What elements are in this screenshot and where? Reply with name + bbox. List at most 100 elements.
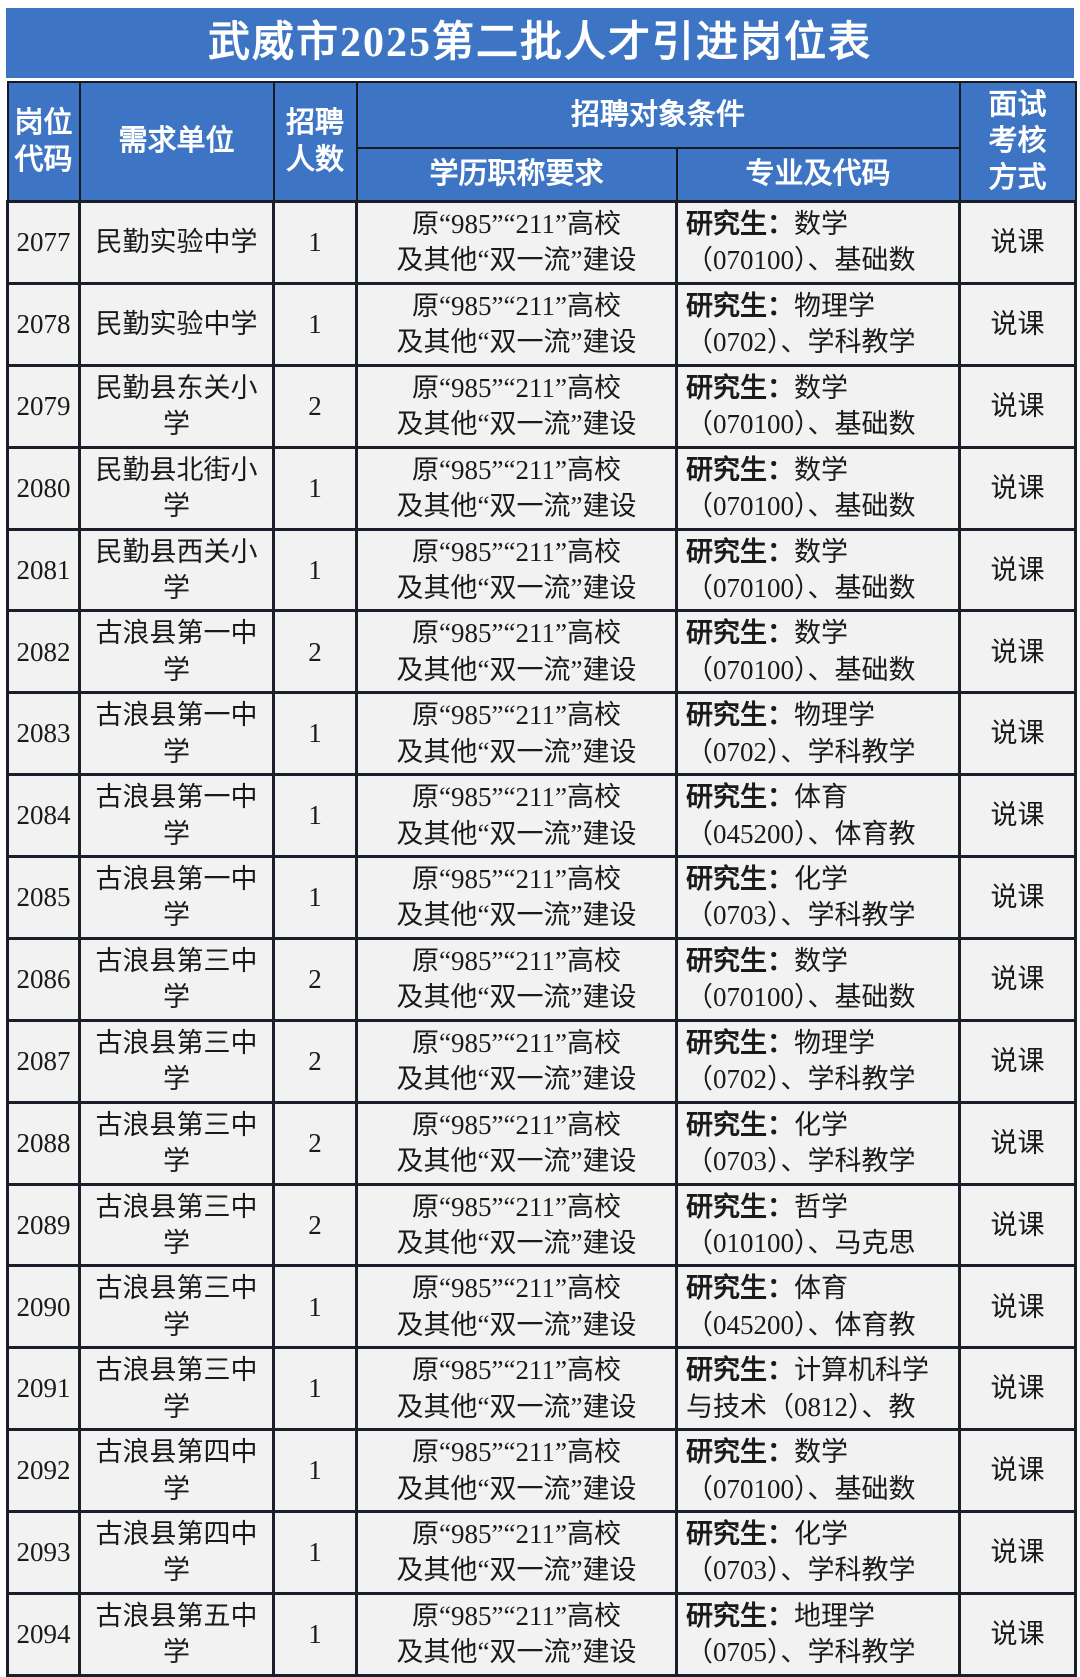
cell-major: 研究生：数学 （070100）、基础数 [674, 527, 962, 613]
major-text: 数学 （070100）、基础数 [686, 945, 916, 1013]
header-major: 专业及代码 [675, 147, 961, 203]
cell-interview: 说课 [958, 200, 1078, 285]
cell-interview: 说课 [958, 1100, 1078, 1186]
cell-post-code: 2088 [6, 1100, 81, 1186]
major-text: 数学 （070100）、基础数 [686, 1437, 916, 1504]
cell-education: 原“985”“211”高校 及其他“双一流”建设 [355, 1264, 678, 1350]
table-row: 2093 古浪县第四中学 1 原“985”“211”高校 及其他“双一流”建设 … [6, 1510, 1078, 1595]
major-prefix-label: 研究生： [686, 1191, 794, 1222]
cell-post-code: 2080 [6, 445, 81, 531]
cell-headcount: 1 [272, 1264, 358, 1350]
major-text: 化学 （0703）、学科教学 [686, 864, 916, 931]
cell-interview: 说课 [958, 1591, 1078, 1677]
major-text: 物理学 （0702）、学科教学 [686, 1027, 916, 1095]
cell-education: 原“985”“211”高校 及其他“双一流”建设 [355, 1510, 678, 1595]
table-header: 岗位 代码 需求单位 招聘 人数 招聘对象条件 面试 考核 方式 学历职称要求 … [6, 81, 1077, 203]
major-text: 数学 （070100）、基础数 [686, 618, 916, 685]
major-prefix-label: 研究生： [686, 618, 794, 649]
major-text: 化学 （0703）、学科教学 [686, 1109, 916, 1177]
cell-post-code: 2093 [6, 1510, 81, 1595]
cell-major: 研究生：数学 （070100）、基础数 [674, 1428, 962, 1513]
major-prefix-label: 研究生： [686, 1109, 794, 1140]
cell-unit: 古浪县第五中学 [78, 1591, 275, 1677]
major-prefix-label: 研究生： [686, 700, 794, 731]
cell-unit: 民勤县东关小学 [78, 363, 275, 449]
header-target-conditions: 招聘对象条件 [355, 81, 961, 149]
table-row: 2080 民勤县北街小学 1 原“985”“211”高校 及其他“双一流”建设 … [6, 445, 1078, 531]
cell-headcount: 2 [272, 1018, 358, 1104]
cell-interview: 说课 [958, 363, 1078, 449]
table-row: 2081 民勤县西关小学 1 原“985”“211”高校 及其他“双一流”建设 … [6, 527, 1078, 613]
cell-major: 研究生：体育 （045200）、体育教 [674, 1264, 962, 1350]
cell-education: 原“985”“211”高校 及其他“双一流”建设 [355, 1100, 678, 1186]
cell-interview: 说课 [958, 1264, 1078, 1350]
cell-post-code: 2082 [6, 609, 81, 695]
cell-major: 研究生：计算机科学 与技术（0812）、教 [674, 1346, 962, 1432]
cell-major: 研究生：数学 （070100）、基础数 [674, 445, 962, 531]
header-row-top: 岗位 代码 需求单位 招聘 人数 招聘对象条件 面试 考核 方式 [6, 81, 1077, 203]
table-row: 2090 古浪县第三中学 1 原“985”“211”高校 及其他“双一流”建设 … [6, 1264, 1078, 1350]
table-row: 2086 古浪县第三中学 2 原“985”“211”高校 及其他“双一流”建设 … [6, 936, 1078, 1022]
major-text: 哲学 （010100）、马克思 [686, 1191, 916, 1258]
cell-interview: 说课 [958, 855, 1078, 940]
cell-education: 原“985”“211”高校 及其他“双一流”建设 [355, 691, 678, 777]
cell-unit: 古浪县第一中学 [78, 691, 275, 777]
cell-post-code: 2084 [6, 773, 81, 858]
cell-major: 研究生：哲学 （010100）、马克思 [674, 1182, 962, 1268]
cell-education: 原“985”“211”高校 及其他“双一流”建设 [355, 1346, 678, 1432]
cell-major: 研究生：数学 （070100）、基础数 [674, 936, 962, 1022]
cell-interview: 说课 [958, 691, 1078, 777]
major-prefix-label: 研究生： [686, 536, 794, 567]
table-row: 2077 民勤实验中学 1 原“985”“211”高校 及其他“双一流”建设 研… [6, 200, 1078, 285]
cell-post-code: 2092 [6, 1428, 81, 1513]
cell-unit: 古浪县第三中学 [78, 1182, 275, 1268]
cell-major: 研究生：数学 （070100）、基础数 [674, 200, 962, 285]
major-text: 数学 （070100）、基础数 [686, 209, 916, 276]
cell-headcount: 1 [272, 1510, 358, 1595]
cell-interview: 说课 [958, 445, 1078, 531]
page-title: 武威市2025第二批人才引进岗位表 [6, 8, 1074, 78]
cell-education: 原“985”“211”高校 及其他“双一流”建设 [355, 200, 678, 285]
cell-headcount: 2 [272, 936, 358, 1022]
cell-post-code: 2085 [6, 855, 81, 940]
cell-headcount: 1 [272, 527, 358, 613]
cell-headcount: 1 [272, 773, 358, 858]
major-prefix-label: 研究生： [686, 1273, 794, 1304]
major-text: 数学 （070100）、基础数 [686, 454, 916, 522]
cell-post-code: 2077 [6, 200, 81, 285]
cell-headcount: 1 [272, 855, 358, 940]
cell-major: 研究生：物理学 （0702）、学科教学 [674, 691, 962, 777]
cell-interview: 说课 [958, 936, 1078, 1022]
major-prefix-label: 研究生： [686, 782, 794, 813]
cell-interview: 说课 [958, 609, 1078, 695]
cell-unit: 民勤县西关小学 [78, 527, 275, 613]
major-prefix-label: 研究生： [686, 864, 794, 894]
cell-post-code: 2079 [6, 363, 81, 449]
cell-headcount: 1 [272, 1346, 358, 1432]
cell-unit: 古浪县第三中学 [78, 1264, 275, 1350]
cell-education: 原“985”“211”高校 及其他“双一流”建设 [355, 1428, 678, 1513]
major-prefix-label: 研究生： [686, 372, 794, 403]
cell-unit: 民勤实验中学 [78, 200, 275, 285]
table-body: 2077 民勤实验中学 1 原“985”“211”高校 及其他“双一流”建设 研… [6, 200, 1078, 1677]
cell-unit: 古浪县第一中学 [78, 855, 275, 940]
cell-major: 研究生：化学 （0703）、学科教学 [674, 1100, 962, 1186]
major-prefix-label: 研究生： [686, 945, 794, 976]
cell-headcount: 1 [272, 445, 358, 531]
cell-unit: 古浪县第三中学 [78, 1018, 275, 1104]
cell-post-code: 2089 [6, 1182, 81, 1268]
cell-major: 研究生：数学 （070100）、基础数 [674, 609, 962, 695]
cell-interview: 说课 [958, 527, 1078, 613]
cell-interview: 说课 [958, 773, 1078, 858]
cell-major: 研究生：化学 （0703）、学科教学 [674, 1510, 962, 1595]
major-prefix-label: 研究生： [686, 209, 794, 239]
cell-education: 原“985”“211”高校 及其他“双一流”建设 [355, 773, 678, 858]
table-row: 2094 古浪县第五中学 1 原“985”“211”高校 及其他“双一流”建设 … [6, 1591, 1078, 1677]
cell-headcount: 2 [272, 363, 358, 449]
cell-post-code: 2087 [6, 1018, 81, 1104]
table-row: 2083 古浪县第一中学 1 原“985”“211”高校 及其他“双一流”建设 … [6, 691, 1078, 777]
major-prefix-label: 研究生： [686, 1027, 794, 1058]
cell-post-code: 2090 [6, 1264, 81, 1350]
major-text: 数学 （070100）、基础数 [686, 372, 916, 440]
